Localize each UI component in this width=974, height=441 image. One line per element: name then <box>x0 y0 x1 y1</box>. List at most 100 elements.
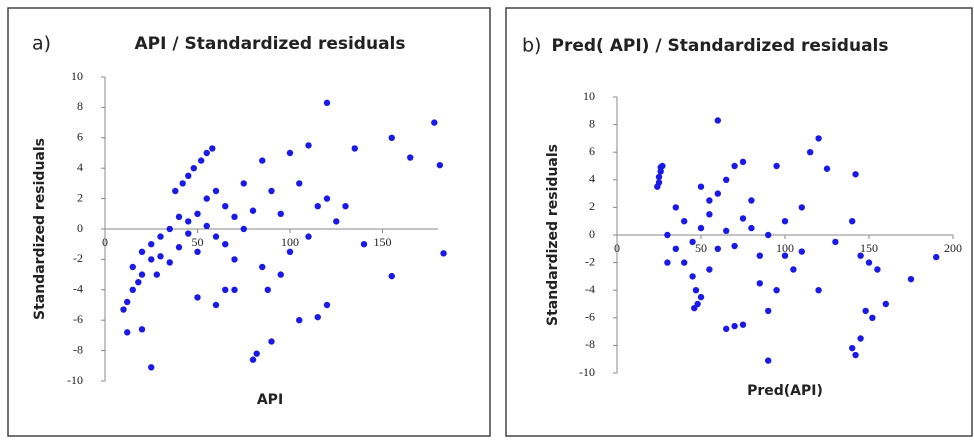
point <box>175 244 183 251</box>
point <box>714 117 721 124</box>
point <box>286 149 294 157</box>
point <box>933 253 940 261</box>
point <box>296 180 303 187</box>
y-tick-label: 2 <box>77 190 83 204</box>
x-tick-label: 0 <box>102 235 108 249</box>
y-tick-label: 0 <box>77 221 83 235</box>
y-tick-label: 8 <box>77 99 83 113</box>
point <box>654 183 661 190</box>
point <box>773 287 780 294</box>
y-tick-label: 0 <box>589 227 595 241</box>
point <box>124 329 131 336</box>
point <box>190 165 197 172</box>
point <box>765 357 772 364</box>
point <box>277 210 284 217</box>
point <box>286 248 294 255</box>
point <box>259 263 266 271</box>
point <box>148 241 155 248</box>
point <box>209 145 216 152</box>
point <box>323 301 331 309</box>
point <box>129 286 136 293</box>
y-tick-label: 10 <box>583 89 595 103</box>
point <box>175 213 183 221</box>
point <box>790 266 797 273</box>
y-tick-label: 4 <box>77 160 83 174</box>
point <box>277 271 284 278</box>
x-tick-label: 50 <box>192 235 204 249</box>
point <box>138 326 146 333</box>
point <box>388 134 395 141</box>
point <box>731 322 738 330</box>
y-tick-label: 8 <box>589 116 595 130</box>
y-tick-label: -2 <box>73 251 83 265</box>
y-axis-title: Standardized residuals <box>32 138 48 320</box>
point <box>185 230 192 237</box>
point <box>862 307 869 315</box>
point <box>305 233 312 240</box>
x-tick-label: 150 <box>860 241 878 255</box>
point <box>179 180 186 187</box>
point <box>203 222 210 230</box>
point <box>706 211 713 218</box>
panel-label: a) <box>32 33 51 55</box>
point <box>253 350 260 357</box>
point <box>314 313 321 321</box>
point <box>748 224 755 232</box>
point <box>157 253 164 260</box>
point <box>212 187 220 195</box>
y-tick-label: -4 <box>73 282 83 296</box>
point <box>249 207 257 214</box>
point <box>798 248 805 255</box>
point <box>681 259 688 266</box>
point <box>849 344 856 352</box>
point <box>185 172 192 179</box>
point <box>697 293 705 301</box>
point <box>807 149 814 156</box>
point <box>231 213 238 221</box>
point <box>689 273 696 280</box>
y-tick-label: -10 <box>579 365 595 379</box>
y-tick-label: 4 <box>589 172 595 186</box>
point <box>194 248 201 255</box>
point <box>714 190 721 197</box>
point <box>723 325 730 333</box>
point <box>148 256 155 263</box>
point <box>222 241 229 248</box>
x-tick-label: 0 <box>614 241 620 255</box>
point <box>697 183 705 190</box>
y-tick-label: -4 <box>585 282 595 296</box>
point <box>166 259 173 266</box>
point <box>268 187 275 195</box>
point <box>723 176 730 183</box>
point <box>697 224 705 232</box>
point <box>664 259 671 266</box>
point <box>185 218 192 225</box>
point <box>198 157 205 164</box>
point <box>723 227 730 235</box>
point <box>305 142 312 149</box>
y-axis-title: Standardized residuals <box>545 144 561 326</box>
point <box>440 250 447 257</box>
point <box>756 252 763 259</box>
point <box>664 231 671 239</box>
point <box>124 298 131 306</box>
x-axis-title: Pred(API) <box>747 383 823 399</box>
y-tick-label: -10 <box>67 373 83 387</box>
point <box>882 300 889 308</box>
x-tick-label: 100 <box>776 241 794 255</box>
point <box>756 280 763 287</box>
point <box>436 161 444 169</box>
point <box>798 204 805 211</box>
panel-b <box>505 7 973 437</box>
point <box>815 135 822 142</box>
x-tick-label: 150 <box>374 235 392 249</box>
point <box>129 263 136 271</box>
point <box>268 338 275 345</box>
point <box>672 204 679 211</box>
point <box>203 149 210 157</box>
point <box>231 256 238 263</box>
point <box>203 195 210 202</box>
point <box>731 242 738 250</box>
point <box>655 173 663 181</box>
